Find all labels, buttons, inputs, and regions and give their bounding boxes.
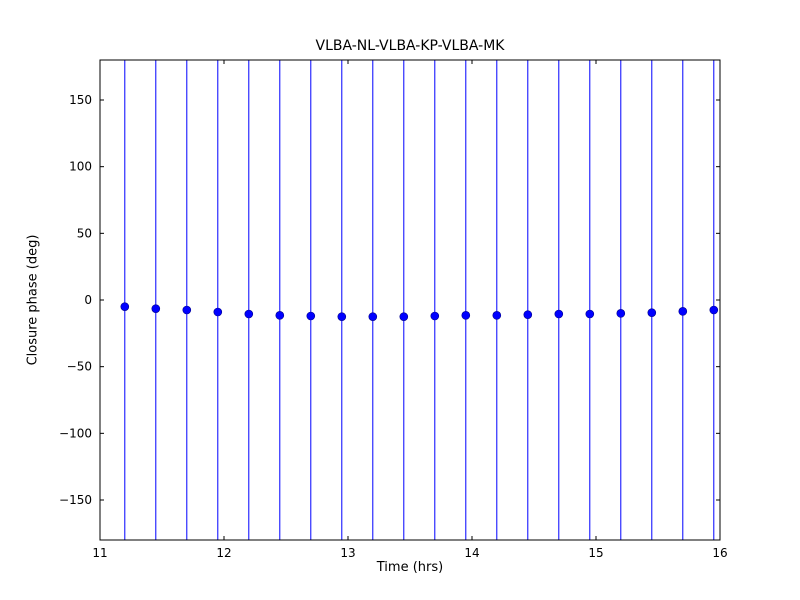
x-tick-label: 14 [464,546,479,560]
data-point [678,307,688,316]
y-tick-label: −150 [59,493,92,507]
data-point [616,309,626,318]
x-tick-labels: 11 12 13 14 15 16 [92,546,727,560]
x-tick-label: 16 [712,546,727,560]
y-tick-label: 50 [77,226,92,240]
x-axis-label: Time (hrs) [376,560,444,575]
data-point [120,302,130,311]
data-point [461,311,471,320]
data-point [244,309,254,319]
x-tick-label: 11 [92,546,107,560]
data-point [151,304,161,313]
chart-title: VLBA-NL-VLBA-KP-VLBA-MK [315,38,505,54]
data-point [430,311,440,321]
y-tick-label: 150 [69,93,92,107]
data-points [120,302,719,321]
y-tick-label: −100 [59,426,92,440]
axis-ticks [99,60,721,540]
y-tick-labels: −150 −100 −50 0 50 100 150 [59,93,92,507]
x-tick-label: 15 [588,546,603,560]
data-point [182,305,192,315]
y-tick-label: 0 [84,293,92,307]
y-tick-label: −50 [67,360,92,374]
data-point [399,312,409,321]
data-point [306,311,316,321]
data-point [585,309,595,319]
axes-frame [99,59,721,541]
y-tick-label: 100 [69,160,92,174]
data-point [368,312,378,321]
x-tick-label: 12 [216,546,231,560]
error-bars [124,60,715,540]
x-tick-label: 13 [340,546,355,560]
data-point [213,307,223,317]
data-point [647,308,657,317]
data-point [709,305,719,315]
data-point [275,311,285,320]
data-point [492,311,502,320]
data-point [554,309,564,319]
data-point [523,310,533,319]
data-point [337,312,347,321]
